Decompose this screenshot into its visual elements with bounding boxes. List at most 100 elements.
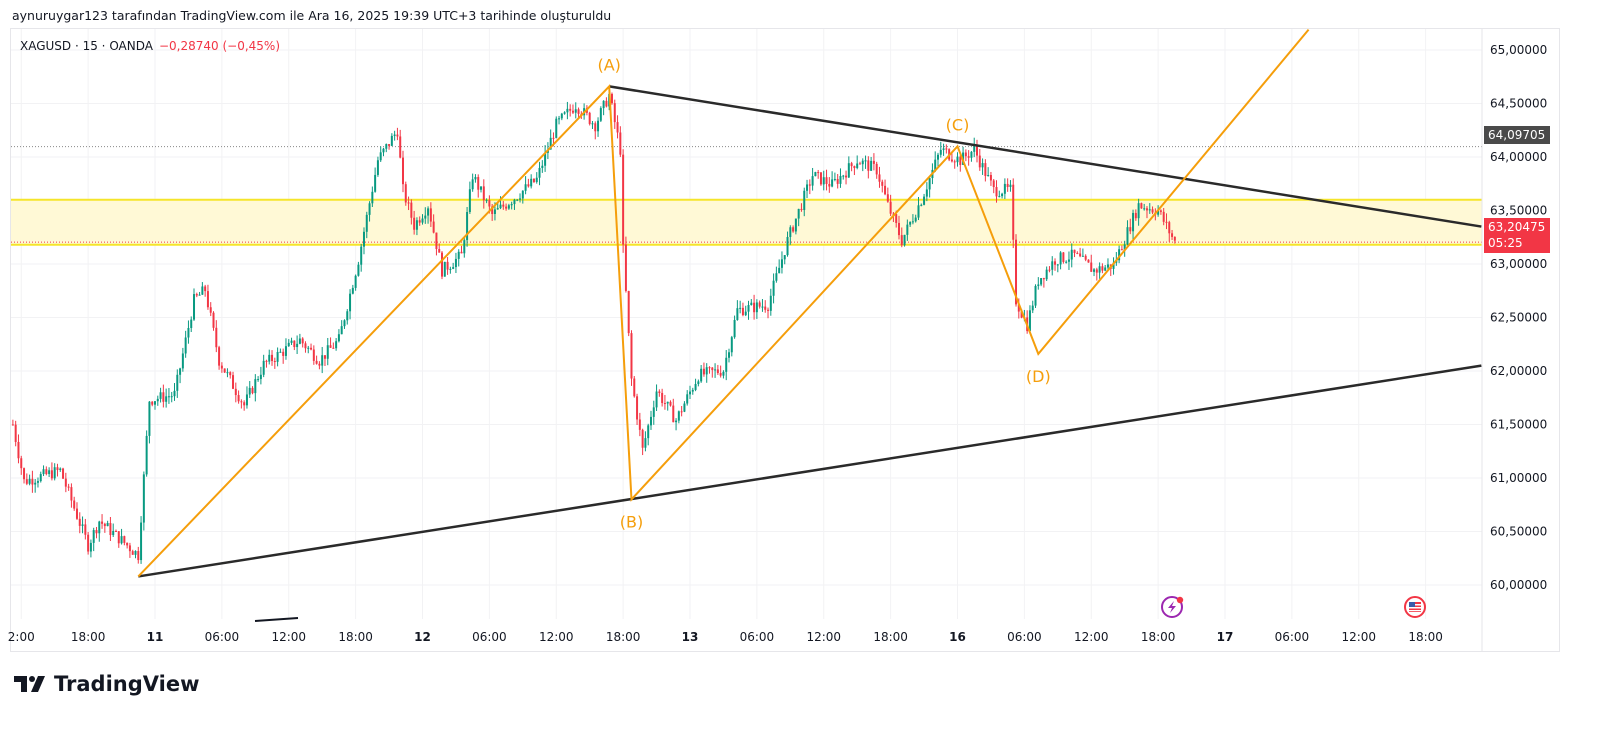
candle-body xyxy=(98,521,101,534)
candle-body xyxy=(42,469,45,475)
candle-body xyxy=(62,468,65,479)
candle-body xyxy=(911,221,914,223)
tradingview-logo[interactable]: TradingView xyxy=(14,672,199,696)
candle-body xyxy=(282,351,285,356)
candle-body xyxy=(1137,203,1140,219)
candle-body xyxy=(616,122,619,133)
candle-body xyxy=(220,365,223,369)
candle-body xyxy=(906,224,909,235)
candle-body xyxy=(519,198,522,200)
candle-body xyxy=(318,363,321,366)
candle-body xyxy=(730,337,733,353)
candle-body xyxy=(1168,222,1171,234)
candle-body xyxy=(680,411,683,413)
candle-body xyxy=(223,368,226,373)
candle-body xyxy=(170,396,173,398)
candle-body xyxy=(87,534,90,552)
candle-body xyxy=(978,155,981,168)
candle-body xyxy=(301,338,304,344)
lightning-icon[interactable] xyxy=(1161,596,1184,618)
symbol-legend[interactable]: XAGUSD · 15 · OANDA −0,28740 (−0,45%) xyxy=(20,39,280,53)
candle-body xyxy=(1129,227,1132,232)
candle-body xyxy=(493,209,496,214)
candle-body xyxy=(323,355,326,359)
candle-body xyxy=(825,177,828,184)
candle-body xyxy=(605,100,608,107)
candle-body xyxy=(368,203,371,215)
candle-body xyxy=(577,109,580,114)
time-tick-label: 18:00 xyxy=(873,630,908,644)
candle-body xyxy=(457,251,460,259)
candle-body xyxy=(11,424,14,426)
candle-body xyxy=(920,204,923,206)
pattern-point-label: (C) xyxy=(946,115,970,134)
candle-body xyxy=(466,211,469,241)
candle-body xyxy=(421,218,424,223)
candle-body xyxy=(510,204,513,206)
candle-body xyxy=(173,390,176,397)
candle-body xyxy=(644,438,647,448)
candle-body xyxy=(176,374,179,391)
triangle-trendline[interactable] xyxy=(608,85,1482,228)
candle-body xyxy=(663,403,666,405)
candle-body xyxy=(396,134,399,137)
candle-body xyxy=(84,524,87,535)
candle-body xyxy=(675,420,678,423)
price-tick-label: 63,50000 xyxy=(1490,204,1547,218)
candle-body xyxy=(856,163,859,169)
price-tick-label: 61,00000 xyxy=(1490,471,1547,485)
candle-body xyxy=(70,487,73,501)
candle-body xyxy=(101,521,104,524)
candle-body xyxy=(666,401,669,404)
candle-body xyxy=(151,401,154,405)
candle-body xyxy=(655,391,658,408)
price-tick-label: 64,50000 xyxy=(1490,97,1547,111)
candle-body xyxy=(1048,269,1051,271)
support-resistance-zone[interactable] xyxy=(11,146,1482,246)
drawings[interactable]: (A) (B) (C) (D) xyxy=(137,29,1482,578)
candle-body xyxy=(1120,249,1123,251)
candle-body xyxy=(708,367,711,369)
candle-body xyxy=(833,178,836,180)
time-tick-label: 12:00 xyxy=(1341,630,1376,644)
bar-countdown: 05:25 xyxy=(1488,236,1523,250)
candle-body xyxy=(741,307,744,316)
candle-body xyxy=(167,396,170,398)
candle-body xyxy=(895,214,898,223)
price-axis[interactable]: 65,00000 64,50000 64,00000 63,50000 63,00000… xyxy=(1481,29,1547,651)
candle-body xyxy=(1070,249,1073,260)
candle-body xyxy=(538,167,541,178)
candle-body xyxy=(78,518,81,526)
candle-body xyxy=(237,395,240,402)
candle-body xyxy=(722,371,725,376)
time-axis[interactable]: 2:00 18:00 11 06:00 12:00 18:00 12 06:00 12:00 18… xyxy=(8,630,1443,644)
candle-body xyxy=(1040,278,1043,285)
candle-body xyxy=(454,258,457,268)
candle-body xyxy=(360,246,363,265)
candle-body xyxy=(243,402,246,406)
candle-body xyxy=(463,240,466,254)
us-flag-icon[interactable] xyxy=(1404,596,1426,618)
candle-body xyxy=(970,151,973,158)
candle-body xyxy=(772,280,775,296)
candle-body xyxy=(36,481,39,483)
candle-body xyxy=(499,204,502,209)
candle-body xyxy=(689,391,691,395)
candle-body xyxy=(1020,311,1023,318)
candle-body xyxy=(279,351,282,353)
candle-body xyxy=(312,349,315,361)
time-tick-label: 18:00 xyxy=(1408,630,1443,644)
triangle-trendline[interactable] xyxy=(138,364,1482,578)
time-tick-label: 2:00 xyxy=(8,630,35,644)
candle-body xyxy=(599,108,602,121)
chart-caption: aynuruygar123 tarafından TradingView.com… xyxy=(12,8,612,23)
candle-body xyxy=(198,294,201,296)
abcd-pattern[interactable] xyxy=(137,29,1310,578)
candle-body xyxy=(343,320,346,327)
candle-body xyxy=(602,100,605,109)
candle-body xyxy=(1140,203,1143,209)
candle-body xyxy=(661,392,664,404)
candle-body xyxy=(872,160,875,164)
candle-body xyxy=(622,154,625,245)
